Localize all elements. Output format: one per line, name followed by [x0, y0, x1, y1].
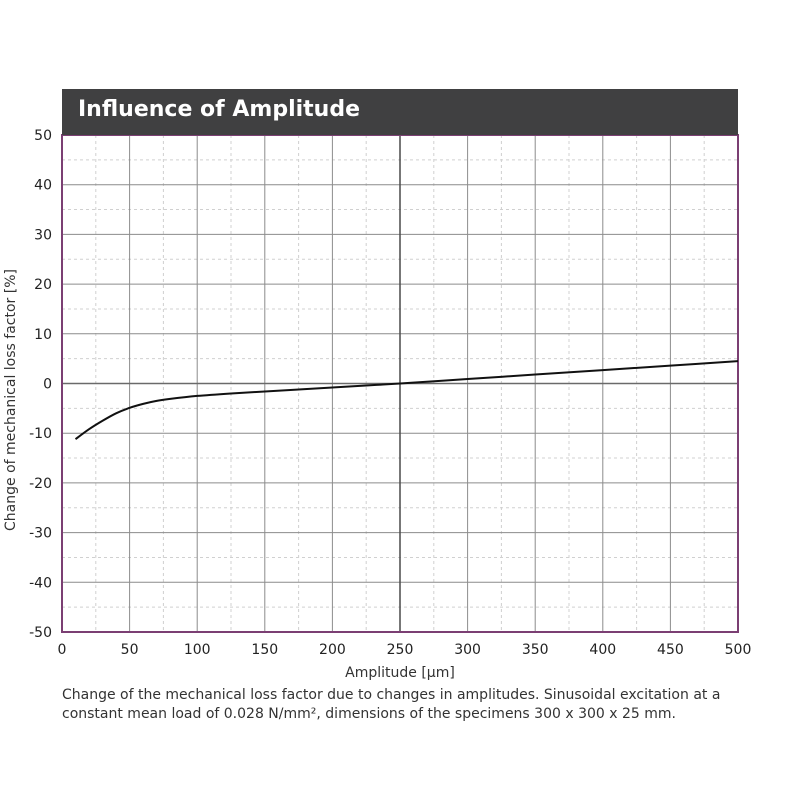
series-line [74, 360, 739, 440]
x-tick-label: 350 [522, 642, 549, 658]
y-tick-label: -30 [29, 526, 52, 542]
y-tick-label: -20 [29, 476, 52, 492]
chart-title-bar: Influence of Amplitude [62, 89, 738, 135]
y-tick-label: 50 [34, 128, 52, 144]
x-tick-label: 250 [387, 642, 414, 658]
x-axis-label: Amplitude [µm] [345, 665, 455, 681]
x-tick-label: 200 [319, 642, 346, 658]
y-tick-label: 0 [43, 377, 52, 393]
y-tick-label: -50 [29, 625, 52, 641]
x-tick-label: 400 [589, 642, 616, 658]
y-tick-label: 20 [34, 277, 52, 293]
y-tick-label: 30 [34, 227, 52, 243]
x-tick-label: 100 [184, 642, 211, 658]
chart-title: Influence of Amplitude [78, 97, 360, 122]
y-tick-label: -10 [29, 426, 52, 442]
x-tick-label: 150 [251, 642, 278, 658]
x-tick-label: 450 [657, 642, 684, 658]
y-axis-label: Change of mechanical loss factor [%] [3, 269, 19, 531]
y-tick-label: 10 [34, 327, 52, 343]
x-tick-label: 300 [454, 642, 481, 658]
x-tick-label: 0 [58, 642, 67, 658]
curve-layer [74, 360, 739, 440]
x-tick-label: 50 [121, 642, 139, 658]
plot-frame [61, 134, 739, 633]
x-tick-label: 500 [725, 642, 752, 658]
y-tick-label: -40 [29, 575, 52, 591]
chart-caption: Change of the mechanical loss factor due… [62, 687, 721, 722]
y-tick-labels: 50 40 30 20 10 0 -10 -20 -30 -40 -50 [29, 128, 52, 641]
x-tick-labels: 0 50 100 150 200 250 300 350 400 450 500 [58, 642, 752, 658]
y-tick-label: 40 [34, 178, 52, 194]
